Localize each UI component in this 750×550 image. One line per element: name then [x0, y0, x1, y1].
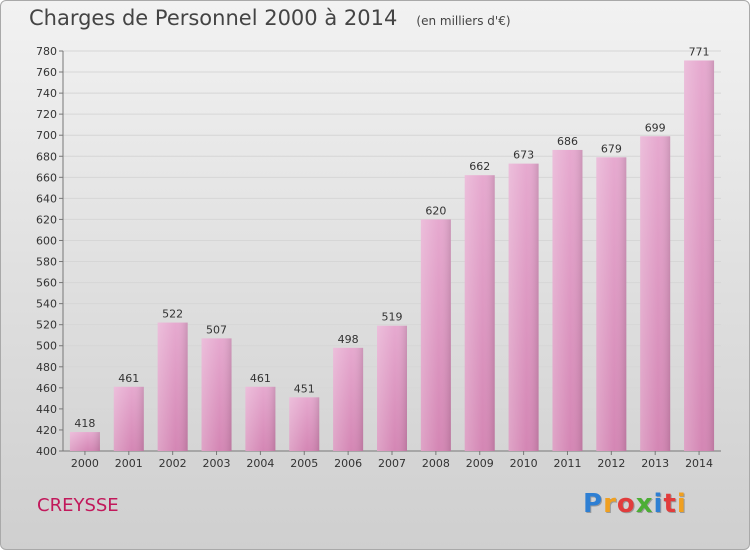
y-tick-label: 680 [36, 150, 57, 163]
x-tick-label: 2012 [597, 457, 625, 470]
y-tick-label: 600 [36, 234, 57, 247]
bar-shade [69, 432, 100, 451]
bar-shade [245, 386, 276, 451]
y-tick-label: 400 [36, 445, 57, 458]
logo-letter: o [616, 489, 636, 519]
chart-title: Charges de Personnel 2000 à 2014 [29, 6, 398, 30]
bar-shade [684, 60, 715, 451]
bar-shade [333, 347, 364, 451]
bar-value-label: 507 [206, 323, 227, 336]
x-tick-label: 2001 [115, 457, 143, 470]
bar-value-label: 519 [382, 311, 403, 324]
x-tick-label: 2009 [466, 457, 494, 470]
x-tick-label: 2003 [203, 457, 231, 470]
y-tick-label: 420 [36, 424, 57, 437]
y-tick-label: 660 [36, 171, 57, 184]
bar-shade [552, 149, 583, 451]
y-tick-label: 760 [36, 66, 57, 79]
y-tick-label: 640 [36, 192, 57, 205]
x-tick-label: 2010 [510, 457, 538, 470]
x-tick-label: 2007 [378, 457, 406, 470]
bar-value-label: 673 [513, 149, 534, 162]
y-tick-label: 580 [36, 256, 57, 269]
bar-value-label: 451 [294, 382, 315, 395]
bar-value-label: 522 [162, 308, 183, 321]
x-tick-label: 2000 [71, 457, 99, 470]
bar-shade [596, 157, 627, 451]
bar-value-label: 461 [250, 372, 271, 385]
y-tick-label: 540 [36, 298, 57, 311]
bar-shade [420, 219, 451, 451]
x-tick-label: 2013 [641, 457, 669, 470]
x-tick-label: 2014 [685, 457, 713, 470]
bar-shade [377, 325, 407, 451]
bar-shade [201, 338, 232, 451]
bar-value-label: 679 [601, 142, 622, 155]
y-tick-label: 700 [36, 129, 57, 142]
logo-letter: i [676, 489, 687, 519]
commune-name: CREYSSE [37, 495, 119, 516]
bar-value-label: 686 [557, 135, 578, 148]
y-tick-label: 440 [36, 403, 57, 416]
chart-title-block: Charges de Personnel 2000 à 2014 (en mil… [29, 6, 511, 30]
bar-shade [289, 397, 320, 451]
x-tick-label: 2011 [553, 457, 581, 470]
y-tick-label: 520 [36, 319, 57, 332]
bar-value-label: 461 [118, 372, 139, 385]
bar-value-label: 662 [469, 160, 490, 173]
logo-letter: x [635, 489, 654, 519]
bar-shade [640, 136, 671, 451]
x-tick-label: 2006 [334, 457, 362, 470]
bar-value-label: 418 [74, 417, 95, 430]
proxiti-logo: Proxiti [583, 489, 687, 519]
logo-letter: i [653, 489, 664, 519]
bar-value-label: 498 [338, 333, 359, 346]
logo-letter: t [663, 489, 677, 519]
y-tick-label: 740 [36, 87, 57, 100]
y-tick-label: 720 [36, 108, 57, 121]
x-tick-label: 2005 [290, 457, 318, 470]
bar-value-label: 699 [645, 121, 666, 134]
x-tick-label: 2002 [159, 457, 187, 470]
y-tick-label: 560 [36, 277, 57, 290]
y-tick-label: 500 [36, 340, 57, 353]
logo-letter: P [583, 489, 604, 519]
bar-value-label: 771 [689, 45, 710, 58]
x-tick-label: 2004 [246, 457, 274, 470]
y-tick-label: 780 [36, 45, 57, 58]
x-tick-label: 2008 [422, 457, 450, 470]
y-tick-label: 480 [36, 361, 57, 374]
bar-shade [157, 322, 188, 451]
bar-shade [508, 163, 539, 451]
bar-shade [464, 175, 495, 452]
y-tick-label: 460 [36, 382, 57, 395]
y-tick-label: 620 [36, 213, 57, 226]
logo-letter: r [603, 489, 617, 519]
bar-value-label: 620 [425, 204, 446, 217]
bar-shade [113, 386, 144, 451]
chart-subtitle: (en milliers d'€) [416, 14, 511, 28]
